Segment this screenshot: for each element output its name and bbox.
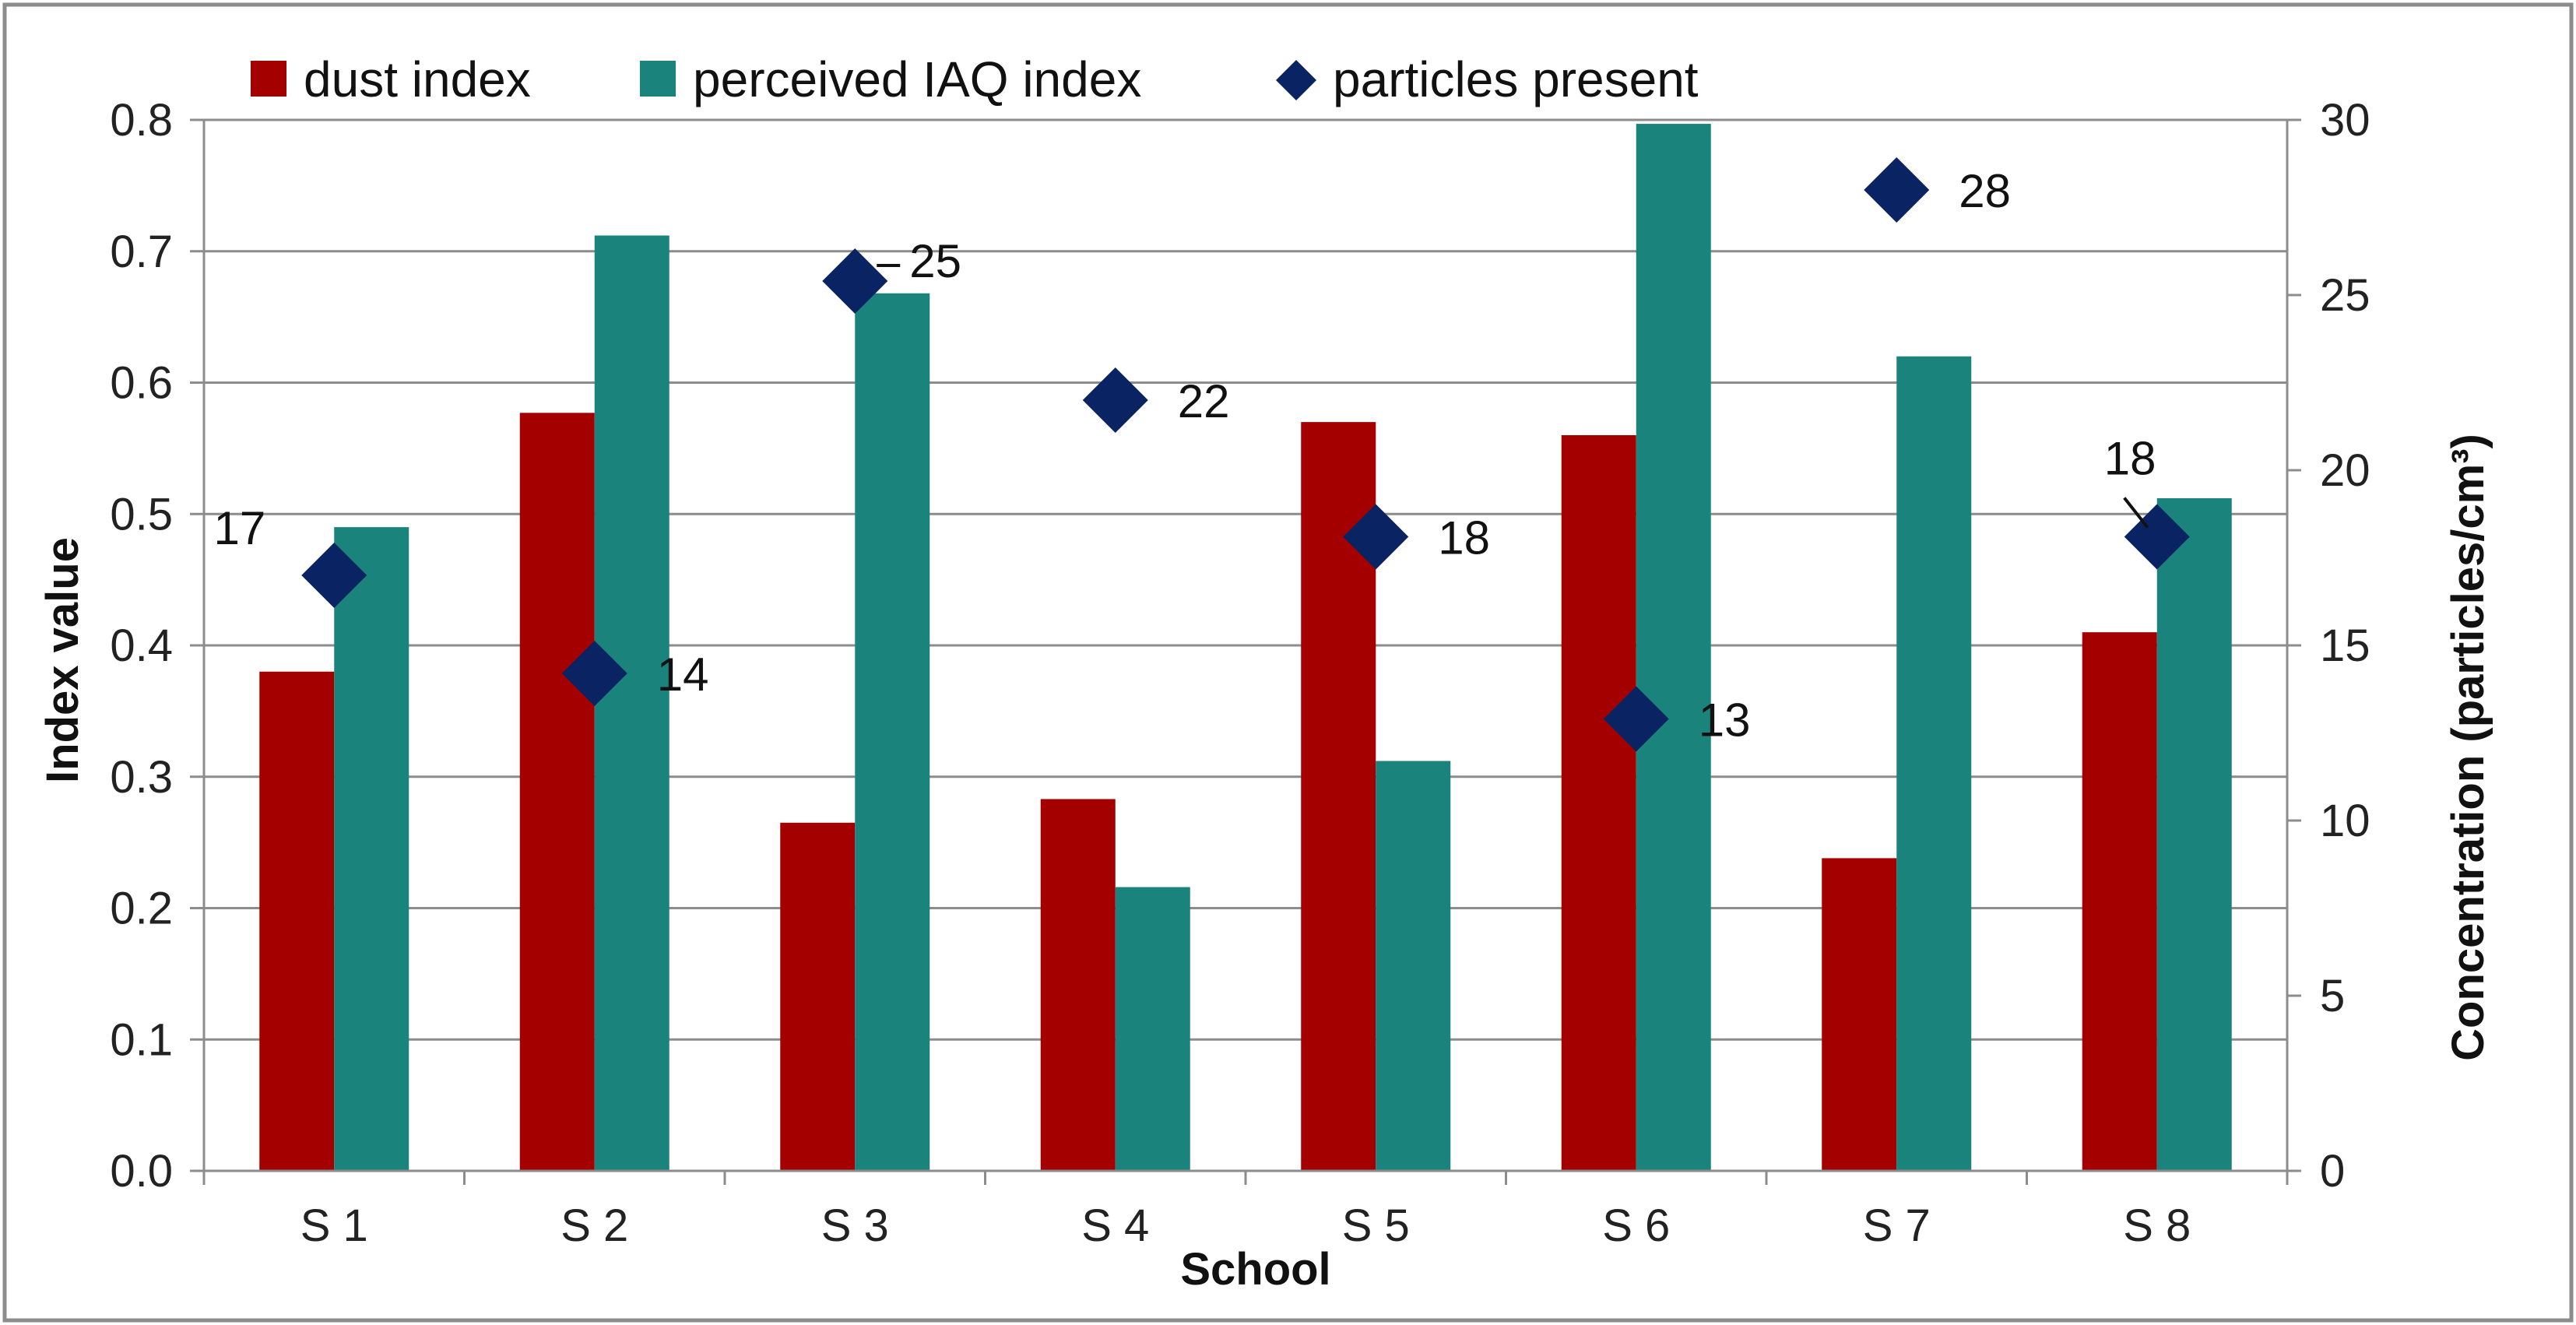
x-tick-label: S 3 bbox=[821, 1200, 889, 1251]
bar-perceived-iaq-index bbox=[594, 235, 669, 1171]
data-label-particles: 22 bbox=[1178, 375, 1230, 427]
data-label-particles: 28 bbox=[1959, 165, 2011, 217]
y2-axis-title: Concentration (particles/cm³) bbox=[2443, 434, 2493, 1061]
y-tick-label: 0.0 bbox=[110, 1146, 173, 1197]
bars bbox=[259, 124, 2232, 1171]
bar-perceived-iaq-index bbox=[2156, 498, 2232, 1171]
marker-particles-present bbox=[1082, 367, 1148, 433]
y2-tick-label: 15 bbox=[2320, 620, 2370, 671]
markers bbox=[301, 157, 2190, 752]
marker-particles-present bbox=[561, 641, 627, 706]
y2-tick-label: 20 bbox=[2320, 445, 2370, 496]
label-leader-line bbox=[2123, 497, 2149, 529]
y-tick-label: 0.2 bbox=[110, 884, 173, 934]
y2-tick-label: 5 bbox=[2320, 971, 2345, 1021]
bar-perceived-iaq-index bbox=[855, 293, 930, 1171]
data-label-particles: 25 bbox=[909, 235, 961, 287]
bar-perceived-iaq-index bbox=[1376, 761, 1451, 1171]
bar-dust-index bbox=[2082, 632, 2157, 1171]
legend-label: particles present bbox=[1333, 51, 1699, 107]
y-tick-label: 0.4 bbox=[110, 620, 173, 671]
marker-particles-present bbox=[1864, 157, 1930, 223]
bar-perceived-iaq-index bbox=[334, 527, 409, 1171]
bar-dust-index bbox=[259, 671, 335, 1171]
legend-label: perceived IAQ index bbox=[693, 51, 1141, 107]
legend-label: dust index bbox=[304, 51, 531, 107]
y2-tick-label: 25 bbox=[2320, 270, 2370, 321]
marker-particles-present bbox=[822, 248, 888, 314]
legend-swatch bbox=[1276, 60, 1316, 100]
bar-dust-index bbox=[1822, 858, 1897, 1171]
bar-perceived-iaq-index bbox=[1636, 124, 1711, 1171]
data-labels: 17 14 25 22 18 13 28 18 bbox=[214, 165, 2156, 747]
bar-dust-index bbox=[519, 413, 595, 1171]
y-axis-title: Index value bbox=[37, 537, 88, 783]
x-tick-label: S 8 bbox=[2123, 1200, 2191, 1251]
y2-tick-label: 30 bbox=[2320, 95, 2370, 146]
y-tick-label: 0.3 bbox=[110, 752, 173, 803]
bar-dust-index bbox=[1040, 799, 1116, 1171]
y2-tick-label: 10 bbox=[2320, 796, 2370, 846]
data-label-particles: 18 bbox=[1438, 512, 1490, 564]
x-tick-label: S 1 bbox=[300, 1200, 368, 1251]
x-tick-label: S 7 bbox=[1863, 1200, 1931, 1251]
x-tick-label: S 6 bbox=[1602, 1200, 1670, 1251]
bar-dust-index bbox=[780, 822, 856, 1171]
x-tick-label: S 5 bbox=[1342, 1200, 1410, 1251]
legend: dust index perceived IAQ index particles p… bbox=[251, 51, 1699, 107]
x-tick-label: S 2 bbox=[561, 1200, 628, 1251]
y-tick-label: 0.5 bbox=[110, 489, 173, 539]
y-tick-label: 0.6 bbox=[110, 358, 173, 409]
marker-particles-present bbox=[1343, 504, 1409, 570]
x-tick-label: S 4 bbox=[1081, 1200, 1149, 1251]
data-label-particles: 17 bbox=[214, 502, 266, 554]
y-tick-label: 0.7 bbox=[110, 227, 173, 277]
data-label-particles: 13 bbox=[1699, 694, 1751, 747]
y2-tick-label: 0 bbox=[2320, 1146, 2345, 1197]
data-label-particles: 18 bbox=[2104, 433, 2156, 485]
data-label-particles: 14 bbox=[657, 648, 709, 701]
y-tick-label: 0.1 bbox=[110, 1014, 173, 1065]
marker-particles-present bbox=[301, 543, 367, 608]
y-tick-label: 0.8 bbox=[110, 95, 173, 146]
bar-perceived-iaq-index bbox=[1896, 356, 1972, 1171]
legend-swatch bbox=[640, 61, 676, 97]
axes: 0.0 0.1 0.2 0.3 0.4 0.5 0.6 0.7 0.8 0 5 10 15 20 25 30 S… bbox=[110, 95, 2370, 1251]
x-axis-title: School bbox=[1180, 1244, 1330, 1295]
legend-swatch bbox=[251, 61, 286, 97]
bar-dust-index bbox=[1561, 435, 1636, 1171]
marker-particles-present bbox=[1603, 686, 1669, 752]
bar-perceived-iaq-index bbox=[1115, 887, 1190, 1171]
